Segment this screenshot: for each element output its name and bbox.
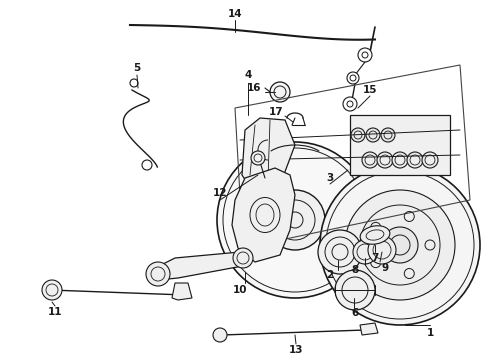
Text: 8: 8 — [351, 265, 359, 275]
Circle shape — [381, 128, 395, 142]
Polygon shape — [242, 118, 295, 195]
Text: 6: 6 — [351, 308, 359, 318]
Circle shape — [368, 236, 396, 264]
Text: 17: 17 — [269, 107, 283, 117]
Text: 12: 12 — [213, 188, 227, 198]
Circle shape — [358, 48, 372, 62]
Text: 7: 7 — [371, 253, 379, 263]
Text: 13: 13 — [289, 345, 303, 355]
Text: 4: 4 — [245, 70, 252, 80]
Polygon shape — [172, 283, 192, 300]
Text: 14: 14 — [228, 9, 243, 19]
Text: 1: 1 — [426, 328, 434, 338]
Text: 2: 2 — [326, 270, 334, 280]
Polygon shape — [155, 252, 248, 280]
Circle shape — [347, 72, 359, 84]
Circle shape — [213, 328, 227, 342]
Circle shape — [42, 280, 62, 300]
Circle shape — [335, 270, 375, 310]
Circle shape — [353, 240, 377, 264]
Circle shape — [351, 128, 365, 142]
Polygon shape — [360, 323, 378, 335]
Text: 15: 15 — [363, 85, 377, 95]
Circle shape — [362, 152, 378, 168]
Text: 3: 3 — [326, 173, 334, 183]
Circle shape — [377, 152, 393, 168]
Circle shape — [382, 227, 418, 263]
Circle shape — [146, 262, 170, 286]
Circle shape — [345, 190, 455, 300]
Circle shape — [233, 248, 253, 268]
Circle shape — [270, 82, 290, 102]
Circle shape — [343, 97, 357, 111]
Text: 5: 5 — [133, 63, 141, 73]
Text: 11: 11 — [48, 307, 62, 317]
Circle shape — [422, 152, 438, 168]
Ellipse shape — [360, 226, 390, 244]
Circle shape — [320, 165, 480, 325]
Bar — [350, 115, 450, 175]
Circle shape — [217, 142, 373, 298]
Text: 10: 10 — [233, 285, 247, 295]
Circle shape — [407, 152, 423, 168]
Text: 9: 9 — [381, 263, 389, 273]
Circle shape — [392, 152, 408, 168]
Text: 16: 16 — [247, 83, 261, 93]
Polygon shape — [232, 168, 295, 262]
Circle shape — [251, 151, 265, 165]
Circle shape — [265, 190, 325, 250]
Circle shape — [366, 128, 380, 142]
Circle shape — [318, 230, 362, 274]
